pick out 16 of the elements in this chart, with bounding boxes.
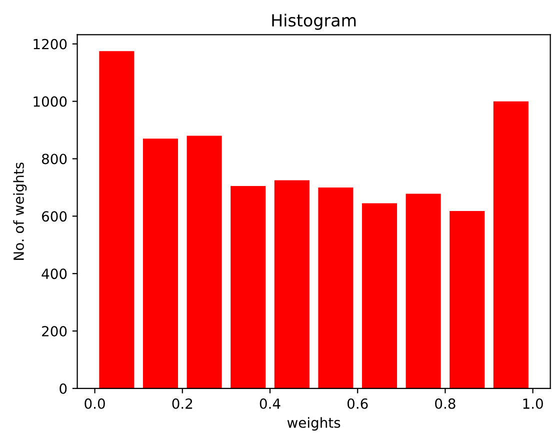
y-tick-label: 1000 [34,96,67,107]
y-tick-label: 400 [42,268,67,280]
y-tick-label: 1200 [34,38,67,50]
x-tick-label: 0.0 [84,398,105,409]
y-tick-label: 200 [42,326,67,336]
y-tick-label: 0 [60,383,67,394]
x-tick-label: 0.6 [347,398,368,409]
x-tick-label: 0.2 [172,398,192,409]
x-tick-label: 0.8 [435,398,456,409]
x-tick-label: 0.4 [260,398,280,409]
x-axis-title: weights [287,417,340,431]
chart-title: Histogram [272,14,356,30]
y-axis-title: No. of weights [13,162,27,260]
y-tick-label: 800 [42,154,67,164]
x-tick-label: 1.0 [523,398,543,409]
y-tick-label: 600 [42,211,67,222]
